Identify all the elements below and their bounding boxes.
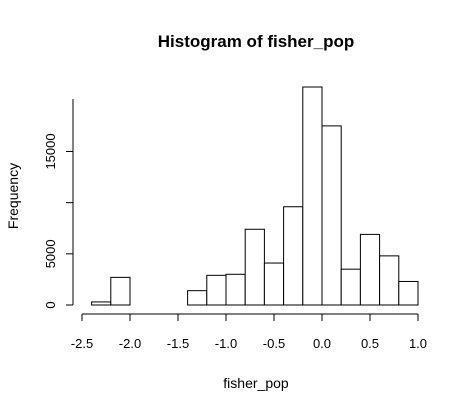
histogram-bar [359,233,381,306]
x-tick-label: -1.5 [167,336,189,351]
histogram-bar [263,262,285,306]
histogram-bar [398,280,419,306]
x-axis-label: fisher_pop [223,375,289,391]
y-axis: 0 5000 15000 [43,99,74,309]
histogram-bar [91,301,112,306]
y-axis-label: Frequency [5,163,21,229]
histogram-bar [302,86,323,306]
histogram-bar [225,273,246,306]
x-tick-label: 0.5 [361,336,379,351]
x-tick-label: 0.0 [313,336,331,351]
y-tick-label: 0 [43,301,58,308]
y-tick-label: 15000 [43,133,58,169]
histogram-bar [187,290,208,306]
x-axis: -2.5 -2.0 -1.5 -1.0 -0.5 0.0 0.5 1.0 [71,313,427,351]
histogram-bar [206,274,227,306]
bars-group [91,86,419,306]
x-tick-label: -1.0 [215,336,237,351]
histogram-bar [321,125,342,306]
x-tick-label: -2.5 [71,336,93,351]
x-tick-label: -0.5 [263,336,285,351]
histogram-bar [340,268,361,306]
histogram-bar [244,228,265,306]
histogram-bar [283,206,304,306]
histogram-bar [110,276,131,306]
chart-title: Histogram of fisher_pop [158,32,354,51]
histogram-bar [379,255,400,306]
x-tick-label: -2.0 [119,336,141,351]
y-tick-label: 5000 [43,239,58,268]
x-tick-label: 1.0 [409,336,427,351]
